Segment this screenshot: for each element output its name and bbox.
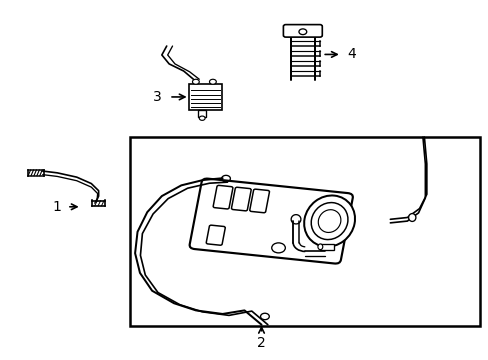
Text: 4: 4 [346, 48, 355, 62]
Text: 1: 1 [53, 200, 61, 214]
Circle shape [260, 313, 269, 320]
Circle shape [199, 116, 204, 120]
Circle shape [298, 29, 306, 35]
Bar [188, 84, 221, 111]
Bar [320, 244, 333, 249]
Bar [198, 111, 205, 117]
Ellipse shape [310, 203, 347, 239]
Ellipse shape [304, 195, 354, 247]
Circle shape [271, 243, 285, 253]
FancyBboxPatch shape [189, 179, 352, 264]
FancyBboxPatch shape [283, 24, 322, 37]
Bar [130, 137, 479, 327]
Circle shape [209, 79, 216, 84]
Text: 3: 3 [152, 90, 161, 104]
FancyBboxPatch shape [249, 189, 269, 213]
Text: 2: 2 [257, 336, 265, 350]
Circle shape [192, 79, 199, 84]
FancyBboxPatch shape [213, 185, 232, 209]
FancyBboxPatch shape [206, 225, 225, 245]
Ellipse shape [317, 244, 322, 249]
Ellipse shape [408, 213, 415, 221]
Ellipse shape [318, 210, 340, 233]
FancyBboxPatch shape [231, 187, 251, 211]
